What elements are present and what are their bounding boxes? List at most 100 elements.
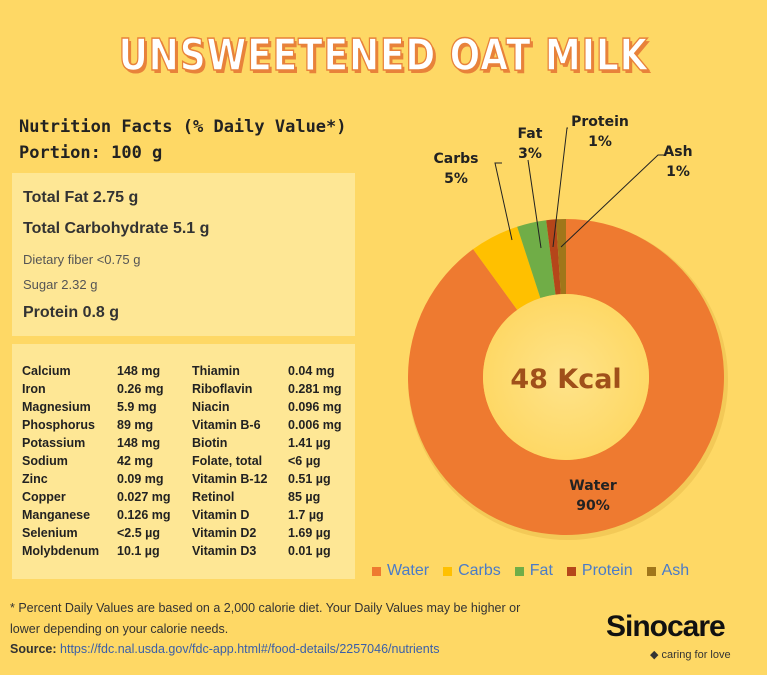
legend-item-carbs: Carbs	[443, 562, 501, 580]
nutrient-value: 1.69 µg	[288, 526, 331, 540]
nutrient-name: Riboflavin	[192, 382, 253, 396]
donut-hole	[483, 294, 649, 460]
nutrient-name: Vitamin D3	[192, 544, 257, 558]
nutrient-name: Sodium	[22, 454, 68, 468]
nutrient-row: Molybdenum 10.1 µg Vitamin D3 0.01 µg	[22, 542, 342, 560]
source: Source: https://fdc.nal.usda.gov/fdc-app…	[10, 642, 439, 656]
nutrient-name: Calcium	[22, 364, 71, 378]
nutrient-value: 0.281 mg	[288, 382, 342, 396]
macro-item: Total Carbohydrate 5.1 g	[23, 220, 210, 237]
nutrient-row: Magnesium 5.9 mg Niacin 0.096 mg	[22, 398, 342, 416]
nutrient-row: Iron 0.26 mg Riboflavin 0.281 mg	[22, 380, 342, 398]
brand-logo: Sinocare	[606, 610, 726, 643]
nutrient-value: 0.26 mg	[117, 382, 164, 396]
nutrient-value: <2.5 µg	[117, 526, 160, 540]
slice-value-water: 90%	[576, 498, 610, 514]
legend-label: Water	[387, 562, 430, 579]
macro-item: Dietary fiber <0.75 g	[23, 252, 141, 267]
nutrient-value: 0.51 µg	[288, 472, 331, 486]
footnote: * Percent Daily Values are based on a 2,…	[10, 601, 521, 636]
nutrient-row: Potassium 148 mg Biotin 1.41 µg	[22, 434, 342, 452]
nutrient-name: Magnesium	[22, 400, 91, 414]
nutrient-name: Vitamin D2	[192, 526, 257, 540]
macro-item: Sugar 2.32 g	[23, 277, 98, 292]
nutrient-row: Calcium 148 mg Thiamin 0.04 mg	[22, 362, 342, 380]
nutrient-name: Molybdenum	[22, 544, 100, 558]
nutrient-value: 0.006 mg	[288, 418, 342, 432]
legend-swatch	[566, 566, 576, 576]
macro-item: Total Fat 2.75 g	[23, 189, 139, 206]
nutrient-name: Zinc	[22, 472, 48, 486]
legend-label: Ash	[661, 562, 690, 579]
nutrient-value: 0.01 µg	[288, 544, 331, 558]
nutrients-box: Calcium 148 mg Thiamin 0.04 mg Iron 0.26 mg Ri…	[12, 344, 355, 579]
slice-value-carbs: 5%	[444, 171, 468, 187]
nutrient-row: Phosphorus 89 mg Vitamin B-6 0.006 mg	[22, 416, 342, 434]
nutrients-table: Calcium 148 mg Thiamin 0.04 mg Iron 0.26 mg Ri…	[22, 362, 342, 560]
nutrient-value: 89 mg	[117, 418, 154, 432]
source-label: Source:	[10, 642, 57, 656]
legend-swatch	[372, 566, 381, 576]
leader-line-carbs	[494, 162, 513, 241]
nutrient-name: Vitamin D	[192, 508, 250, 522]
nutrition-facts-heading: Nutrition Facts (% Daily Value*) Portion…	[19, 114, 347, 166]
slice-label-ash: Ash	[663, 144, 692, 160]
nutrient-value: 0.027 mg	[117, 490, 171, 504]
nutrient-name: Phosphorus	[22, 418, 95, 432]
nutrient-name: Biotin	[192, 436, 228, 450]
nutrient-value: 5.9 mg	[117, 400, 157, 414]
facts-heading: Nutrition Facts (% Daily Value*)	[19, 117, 347, 137]
nutrient-name: Manganese	[22, 508, 91, 522]
leader-line-fat	[527, 159, 542, 249]
nutrient-value: <6 µg	[288, 454, 321, 468]
slice-water	[408, 219, 724, 535]
nutrient-name: Thiamin	[192, 364, 240, 378]
portion: Portion: 100 g	[19, 143, 163, 163]
legend-swatch	[514, 566, 524, 576]
legend-swatch	[646, 566, 656, 576]
nutrient-value: 0.096 mg	[288, 400, 342, 414]
legend-item-ash: Ash	[646, 562, 690, 580]
nutrient-value: 0.09 mg	[117, 472, 164, 486]
legend-item-fat: Fat	[514, 562, 553, 580]
legend-item-protein: Protein	[566, 562, 633, 580]
slice-value-fat: 3%	[518, 146, 542, 162]
slice-label-water: Water	[569, 478, 617, 494]
slice-ash	[556, 219, 566, 295]
brand-tagline: ◆ caring for love	[650, 649, 731, 661]
nutrient-name: Iron	[22, 382, 46, 396]
legend-label: Fat	[529, 562, 553, 579]
nutrient-row: Selenium <2.5 µg Vitamin D2 1.69 µg	[22, 524, 342, 542]
page-title: UNSWEETENED OAT MILK	[118, 29, 649, 82]
nutrient-name: Retinol	[192, 490, 235, 504]
nutrient-value: 0.04 mg	[288, 364, 335, 378]
nutrient-row: Sodium 42 mg Folate, total <6 µg	[22, 452, 342, 470]
nutrient-name: Selenium	[22, 526, 78, 540]
donut-shadow	[408, 220, 728, 540]
legend-swatch	[443, 566, 453, 576]
nutrient-value: 10.1 µg	[117, 544, 160, 558]
nutrient-row: Zinc 0.09 mg Vitamin B-12 0.51 µg	[22, 470, 342, 488]
slice-label-fat: Fat	[518, 126, 543, 142]
center-label: 48 Kcal	[510, 364, 621, 395]
macros-box: Total Fat 2.75 g Total Carbohydrate 5.1 g…	[12, 173, 355, 336]
nutrient-value: 0.126 mg	[117, 508, 171, 522]
nutrient-row: Manganese 0.126 mg Vitamin D 1.7 µg	[22, 506, 342, 524]
nutrient-name: Vitamin B-6	[192, 418, 261, 432]
nutrient-row: Copper 0.027 mg Retinol 85 µg	[22, 488, 342, 506]
source-link[interactable]: https://fdc.nal.usda.gov/fdc-app.html#/f…	[60, 642, 440, 656]
macro-item: Protein 0.8 g	[23, 304, 120, 321]
nutrient-name: Folate, total	[192, 454, 263, 468]
slice-label-protein: Protein	[571, 114, 629, 130]
leader-line-protein	[552, 127, 568, 248]
nutrient-value: 148 mg	[117, 364, 161, 378]
nutrient-value: 1.7 µg	[288, 508, 324, 522]
slice-value-ash: 1%	[666, 164, 690, 180]
nutrient-name: Copper	[22, 490, 66, 504]
legend-label: Protein	[581, 562, 633, 579]
slice-carbs	[473, 226, 541, 310]
nutrient-name: Vitamin B-12	[192, 472, 268, 486]
slice-protein	[546, 219, 561, 295]
nutrient-name: Potassium	[22, 436, 86, 450]
tagline-text: caring for love	[661, 649, 731, 661]
